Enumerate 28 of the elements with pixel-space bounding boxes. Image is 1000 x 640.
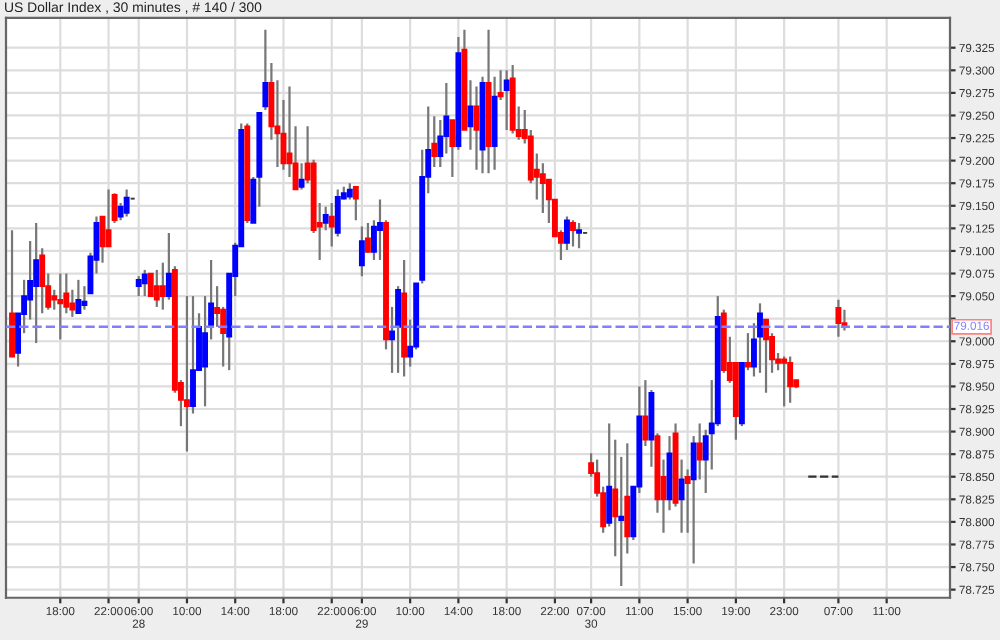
- candlestick: [123, 188, 130, 218]
- candlestick: [33, 221, 40, 345]
- candlestick: [328, 201, 335, 248]
- candlestick: [377, 198, 383, 262]
- candlestick: [757, 302, 763, 374]
- candlestick: [57, 272, 64, 341]
- candlestick: [503, 69, 510, 132]
- candlestick: [358, 225, 365, 278]
- candlestick: [642, 378, 649, 448]
- candlestick: [111, 192, 118, 225]
- candlestick: [141, 268, 148, 298]
- candlestick: [570, 219, 576, 248]
- candlestick: [334, 188, 341, 238]
- candlestick: [576, 221, 582, 250]
- candlestick: [135, 275, 142, 298]
- candlestick: [564, 215, 570, 252]
- candlestick: [159, 261, 166, 311]
- candlestick: [262, 28, 269, 112]
- candlestick: [787, 355, 794, 404]
- candlestick: [184, 294, 190, 453]
- candlestick: [352, 185, 359, 222]
- candlestick: [75, 278, 82, 315]
- candlestick: [147, 272, 154, 297]
- candlestick: [696, 422, 703, 481]
- candlestick: [153, 268, 160, 309]
- candlestick: [781, 355, 788, 408]
- candlestick: [835, 298, 842, 338]
- candlestick: [744, 332, 751, 372]
